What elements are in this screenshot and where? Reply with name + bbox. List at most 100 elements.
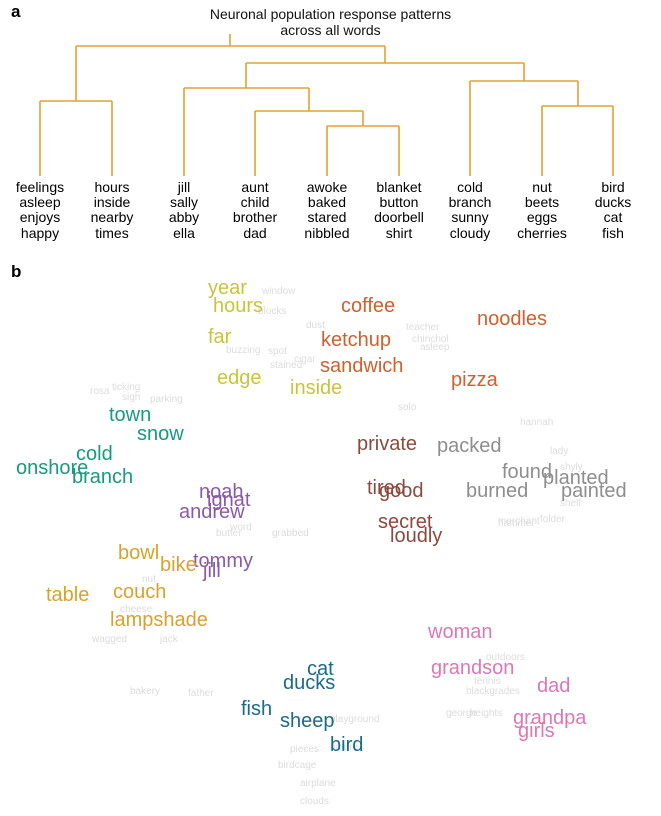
background-word: buzzing — [226, 345, 261, 356]
cloud-word-gray: burned — [466, 480, 529, 502]
cloud-word-teal: snow — [137, 423, 184, 445]
background-word: butter — [216, 528, 242, 539]
background-word: folder — [540, 514, 566, 525]
cloud-word-teal: onshore — [16, 457, 89, 479]
cloud-word-pink: woman — [428, 621, 493, 643]
leaf-word: child — [240, 194, 270, 211]
cloud-word-gold: bowl — [118, 542, 160, 564]
leaf-word: nut — [532, 179, 552, 195]
leaf-cluster: feelings asleep enjoys happy — [0, 179, 85, 241]
cloud-word-orange: noodles — [477, 308, 548, 330]
background-word: ticking — [112, 382, 141, 393]
background-word: teacher — [406, 322, 440, 333]
background-word: jack — [160, 634, 178, 645]
leaf-cluster: jill sally abby ella — [139, 179, 229, 241]
cloud-word-yellow: far — [208, 326, 232, 348]
background-word: pieces — [290, 744, 319, 755]
leaf-word: ducks — [594, 194, 632, 211]
panel-a-label: a — [11, 2, 21, 21]
cloud-word-teal: branch — [72, 466, 134, 488]
background-word: tennis — [474, 676, 501, 687]
leaf-cluster: awoke baked stared nibbled — [282, 179, 372, 241]
cloud-word-yellow: year — [208, 277, 247, 299]
cloud-word-purple: jill — [203, 560, 221, 582]
cloud-word-blue: sheep — [280, 710, 335, 732]
cloud-word-blue: bird — [330, 734, 364, 756]
leaf-word: bird — [601, 179, 625, 195]
leaf-word: aunt — [241, 179, 269, 195]
leaf-word: nibbled — [304, 224, 350, 241]
leaf-word: shirt — [385, 224, 413, 241]
leaf-word: doorbell — [374, 209, 424, 226]
leaf-word: sally — [169, 194, 198, 211]
dendrogram-title: Neuronal population response patterns ac… — [0, 6, 661, 38]
background-word: asleep — [420, 342, 450, 353]
background-word: stained — [270, 360, 303, 371]
cloud-word-brown: good — [379, 480, 424, 502]
title-line-1: Neuronal population response patterns — [209, 6, 452, 22]
leaf-word: ella — [173, 224, 195, 241]
background-word: blocks — [258, 306, 287, 317]
cloud-word-orange: coffee — [341, 295, 396, 317]
leaf-word: stared — [307, 209, 347, 226]
cloud-word-purple: ignat — [207, 489, 251, 511]
background-word: hannah — [520, 417, 554, 428]
leaf-cluster: cold branch sunny cloudy — [425, 179, 515, 241]
cloud-word-purple: andrew — [179, 501, 245, 523]
background-word: shyly — [560, 462, 583, 473]
background-word: clouds — [300, 796, 329, 807]
leaf-cluster: bird ducks cat fish — [568, 179, 658, 241]
leaf-cluster: nut beets eggs cherries — [497, 179, 587, 241]
cloud-word-gold: bike — [160, 554, 197, 576]
background-word: window — [262, 286, 296, 297]
cloud-word-blue: ducks — [283, 672, 336, 694]
leaf-word: cat — [603, 209, 623, 226]
background-word: father — [188, 688, 214, 699]
cloud-word-brown: secret — [378, 511, 433, 533]
leaf-word: eggs — [526, 209, 558, 226]
cloud-word-teal: cold — [76, 443, 113, 465]
cloud-word-gray: packed — [437, 435, 502, 457]
background-word: playground — [330, 714, 380, 725]
cloud-word-brown: loudly — [390, 525, 443, 547]
background-word: parking — [150, 394, 183, 405]
cloud-word-orange: ketchup — [321, 329, 392, 351]
background-word: solo — [398, 402, 417, 413]
cloud-word-brown: private — [357, 433, 418, 455]
background-word: outdoors — [486, 652, 525, 663]
leaf-word: inside — [93, 194, 131, 211]
leaf-word: times — [95, 224, 129, 241]
background-word: birdcage — [278, 760, 317, 771]
cloud-word-yellow: hours — [213, 295, 264, 317]
leaf-word: baked — [307, 194, 347, 211]
leaf-word: brother — [232, 209, 278, 226]
cloud-word-gold: table — [46, 584, 90, 606]
cloud-word-orange: sandwich — [320, 355, 404, 377]
leaf-word: cold — [457, 179, 483, 195]
background-word: sigh — [122, 392, 141, 403]
cloud-word-teal: town — [109, 404, 152, 426]
background-word: merchant — [498, 516, 540, 527]
cloud-word-yellow: edge — [217, 367, 262, 389]
background-word: cigar — [294, 354, 316, 365]
cloud-word-gray: found — [502, 461, 553, 483]
leaf-word: enjoys — [19, 209, 61, 226]
background-word: hammer — [498, 518, 535, 529]
title-line-2: across all words — [280, 22, 381, 38]
background-word: cheese — [120, 604, 153, 615]
background-word: dust — [306, 320, 325, 331]
panel-b-label: b — [11, 262, 22, 281]
leaf-word: nearby — [90, 209, 134, 226]
leaf-word: branch — [448, 194, 492, 211]
background-word: heights — [470, 708, 503, 719]
cloud-word-brown: tired — [367, 477, 406, 499]
leaf-word: cloudy — [449, 224, 491, 241]
leaf-word: awoke — [306, 179, 348, 195]
leaf-word: happy — [20, 224, 60, 241]
background-word: blackgrades — [466, 686, 520, 697]
leaf-cluster: aunt child brother dad — [210, 179, 300, 241]
cloud-word-gray: painted — [561, 480, 627, 502]
cloud-word-pink: girls — [518, 720, 555, 742]
leaf-word: feelings — [15, 179, 65, 195]
background-word: chinchol — [412, 334, 449, 345]
